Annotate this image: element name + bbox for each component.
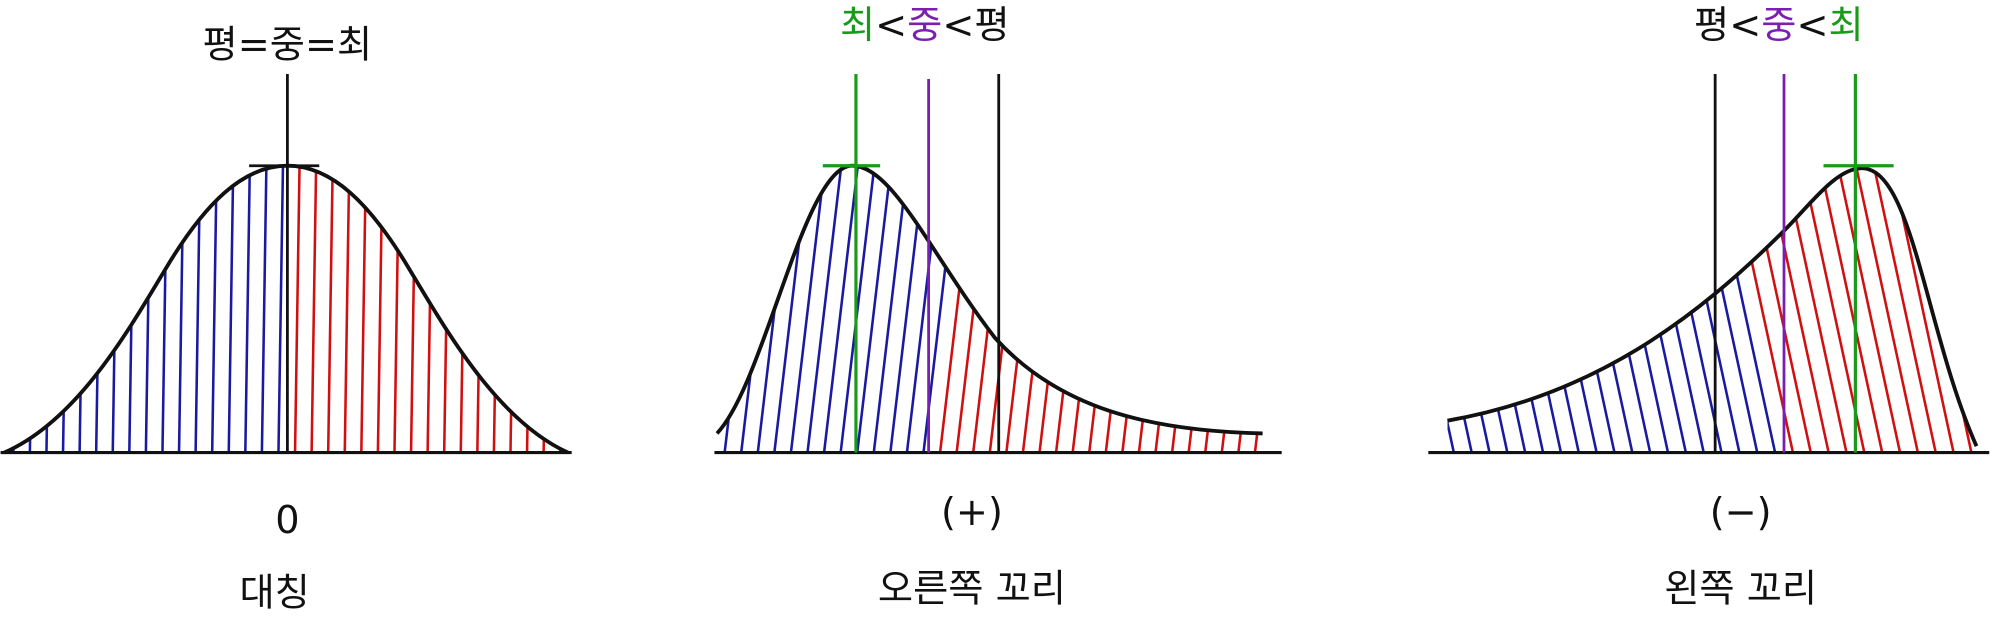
hatch-line xyxy=(244,165,252,453)
hatch-line xyxy=(128,165,136,453)
hatch-line xyxy=(1447,168,1491,453)
hatching xyxy=(723,165,1263,453)
hatch-line xyxy=(393,165,401,453)
hatching xyxy=(1447,168,1977,453)
hatch-line xyxy=(1560,168,1634,453)
hatch-line xyxy=(525,165,534,453)
hatch-line xyxy=(12,165,20,453)
hatch-line xyxy=(1489,168,1563,453)
hatch-line xyxy=(1203,165,1245,453)
caption: 왼쪽 꼬리 xyxy=(1664,568,1817,612)
hatch-line xyxy=(61,165,70,453)
hatch-line xyxy=(260,165,269,453)
hatch-line xyxy=(1447,168,1456,453)
hatch-line xyxy=(1578,168,1652,453)
hatch-line xyxy=(1525,168,1598,453)
skew-sign: (−) xyxy=(1710,491,1772,535)
hatch-line xyxy=(723,165,765,453)
hatch-line xyxy=(343,165,352,453)
hatch-line xyxy=(1757,168,1830,453)
hatch-line xyxy=(210,165,219,453)
hatch-line xyxy=(194,165,202,453)
hatch-line xyxy=(94,165,103,453)
caption: 대칭 xyxy=(239,572,309,616)
hatch-line xyxy=(1237,165,1263,453)
hatch-line xyxy=(1810,168,1884,453)
hatch-line xyxy=(442,165,451,453)
hatch-line xyxy=(1864,168,1937,453)
hatch-line xyxy=(492,165,501,453)
hatch-line xyxy=(1170,165,1212,453)
relation-label: 평<중<최 xyxy=(1694,4,1864,48)
hatch-line xyxy=(1650,168,1723,453)
hatch-line xyxy=(806,165,848,453)
hatch-line xyxy=(1668,168,1741,453)
hatch-line xyxy=(1187,165,1229,453)
hatch-line xyxy=(789,165,831,453)
hatch-line xyxy=(426,165,434,453)
hatch-line xyxy=(1632,168,1705,453)
hatch-line xyxy=(1775,168,1848,453)
panel-right-tail: 최<중<평 (+) 오른쪽 꼬리 xyxy=(714,4,1282,612)
hatch-line xyxy=(1917,168,1977,453)
hatch-line xyxy=(376,165,385,453)
hatch-line xyxy=(310,165,318,453)
hatch-line xyxy=(756,165,798,453)
hatch-line xyxy=(409,165,418,453)
hatch-line xyxy=(1038,165,1080,453)
hatch-line xyxy=(293,165,302,453)
hatch-line xyxy=(739,165,781,453)
hatch-line xyxy=(1596,168,1670,453)
hatch-line xyxy=(509,165,517,453)
hatch-line xyxy=(177,165,186,453)
hatching xyxy=(12,165,567,453)
relation-label: 평=중=최 xyxy=(203,23,373,67)
hatch-line xyxy=(1447,168,1509,453)
hatch-line xyxy=(1005,165,1046,453)
hatch-line xyxy=(1614,168,1688,453)
relation-label: 최<중<평 xyxy=(840,4,1010,48)
hatch-line xyxy=(1253,165,1263,453)
hatch-line xyxy=(161,165,169,453)
hatch-line xyxy=(1846,168,1920,453)
hatch-line xyxy=(1471,168,1545,453)
panel-symmetric: 평=중=최 0 대칭 xyxy=(0,23,572,616)
hatch-line xyxy=(1882,168,1955,453)
panel-left-tail: 평<중<최 (−) 왼쪽 꼬리 xyxy=(1428,4,1990,612)
hatch-line xyxy=(360,165,368,453)
hatch-line xyxy=(1447,168,1473,453)
hatch-line xyxy=(558,165,567,453)
hatch-line xyxy=(111,165,120,453)
hatch-line xyxy=(1021,165,1063,453)
hatch-line xyxy=(889,165,930,453)
hatch-line xyxy=(459,165,468,453)
hatch-line xyxy=(1828,168,1902,453)
skew-sign: 0 xyxy=(275,499,299,543)
hatch-line xyxy=(905,165,947,453)
hatch-line xyxy=(971,165,1013,453)
hatch-line xyxy=(1104,165,1146,453)
curve xyxy=(1447,166,1979,447)
hatch-line xyxy=(78,165,86,453)
hatch-line xyxy=(1721,168,1795,453)
hatch-line xyxy=(277,165,285,453)
hatch-line xyxy=(1543,168,1616,453)
hatch-line xyxy=(1739,168,1813,453)
caption: 오른쪽 꼬리 xyxy=(878,568,1066,612)
hatch-line xyxy=(28,165,37,453)
hatch-line xyxy=(476,165,484,453)
hatch-line xyxy=(227,165,236,453)
hatch-line xyxy=(839,165,881,453)
hatch-line xyxy=(1154,165,1196,453)
curve xyxy=(715,163,1263,436)
hatch-line xyxy=(1220,165,1262,453)
hatch-line xyxy=(1137,165,1179,453)
hatch-line xyxy=(988,165,1030,453)
hatch-line xyxy=(1121,165,1162,453)
hatch-line xyxy=(542,165,550,453)
hatch-line xyxy=(144,165,153,453)
skew-sign: (+) xyxy=(941,491,1003,535)
hatch-line xyxy=(45,165,53,453)
